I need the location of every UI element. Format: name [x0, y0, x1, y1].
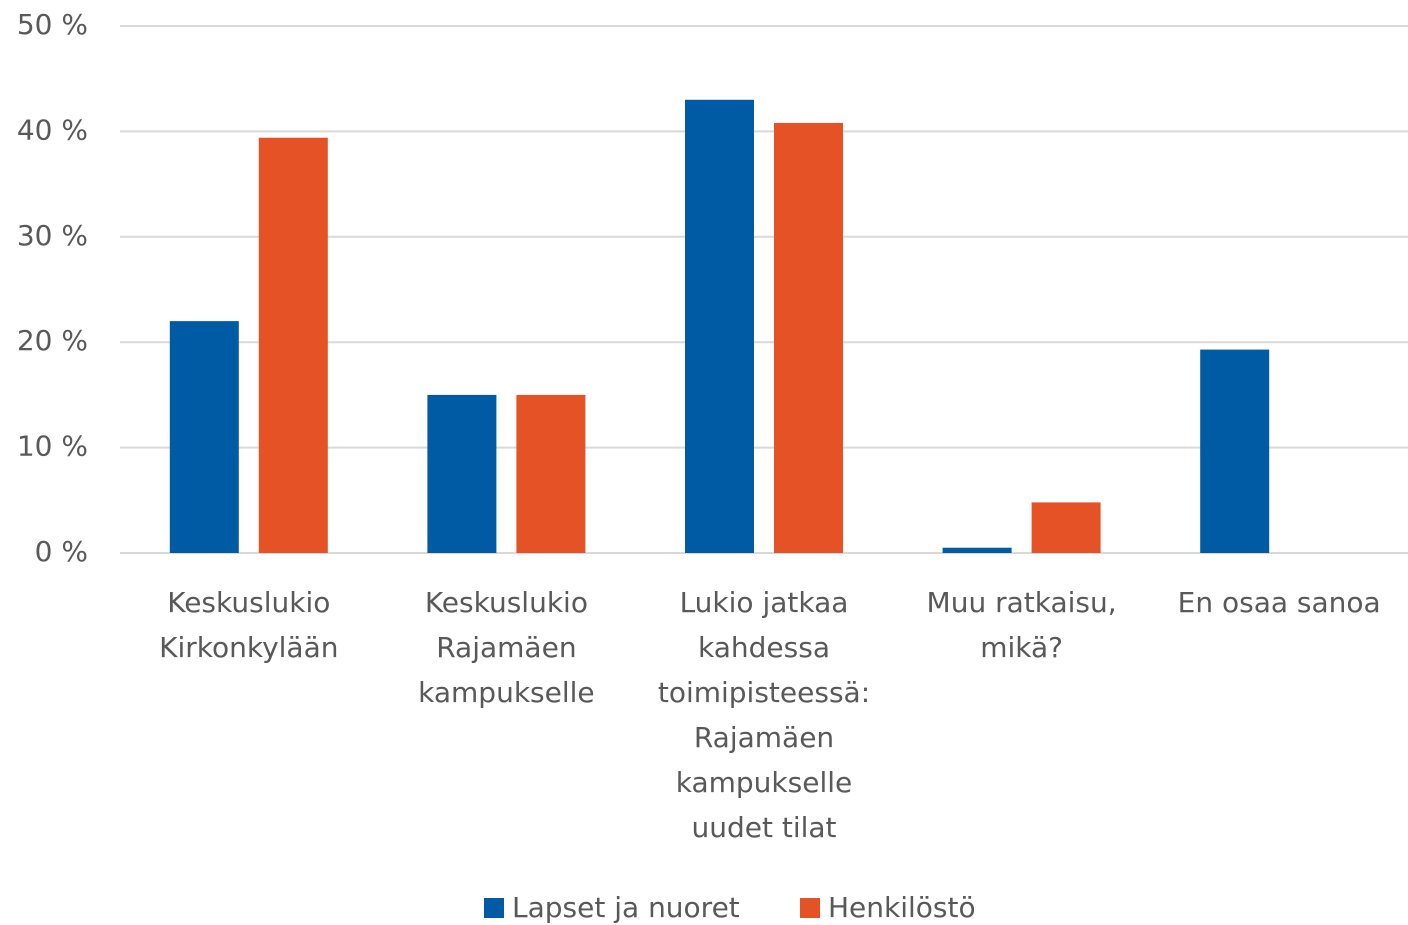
bar	[516, 394, 586, 553]
y-tick-label: 10 %	[17, 430, 88, 463]
bar	[942, 547, 1012, 553]
bar	[427, 394, 497, 553]
bar	[685, 99, 754, 553]
legend-swatch	[484, 898, 504, 918]
legend-label: Henkilöstö	[828, 891, 976, 924]
y-tick-label: 40 %	[17, 113, 88, 146]
x-tick-label: Lukio jatkaa kahdessa toimipisteessä: Ra…	[657, 586, 871, 844]
bar	[774, 122, 843, 553]
bar	[169, 321, 239, 553]
legend-label: Lapset ja nuoret	[512, 891, 740, 924]
x-tick-label: Keskuslukio Rajamäen kampukselle	[418, 586, 595, 709]
x-tick-label: En osaa sanoa	[1177, 586, 1381, 619]
bar	[1200, 349, 1270, 553]
bar	[1031, 502, 1101, 553]
legend-swatch	[800, 898, 820, 918]
y-tick-label: 0 %	[35, 535, 88, 568]
y-tick-label: 50 %	[17, 8, 88, 41]
y-tick-label: 20 %	[17, 324, 88, 357]
bar	[258, 137, 328, 553]
x-tick-label: Muu ratkaisu, mikä?	[926, 586, 1117, 664]
x-tick-label: Keskuslukio Kirkonkylään	[159, 586, 339, 664]
y-tick-label: 30 %	[17, 219, 88, 252]
